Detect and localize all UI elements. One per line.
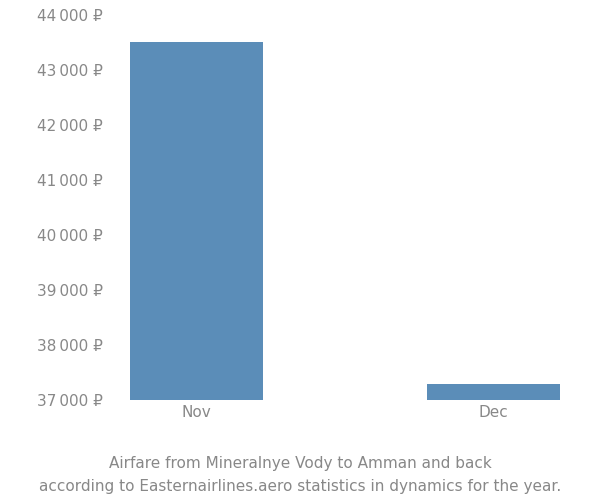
Bar xyxy=(130,42,263,400)
Bar xyxy=(427,384,560,400)
Text: Airfare from Mineralnye Vody to Amman and back
according to Easternairlines.aero: Airfare from Mineralnye Vody to Amman an… xyxy=(39,456,561,494)
